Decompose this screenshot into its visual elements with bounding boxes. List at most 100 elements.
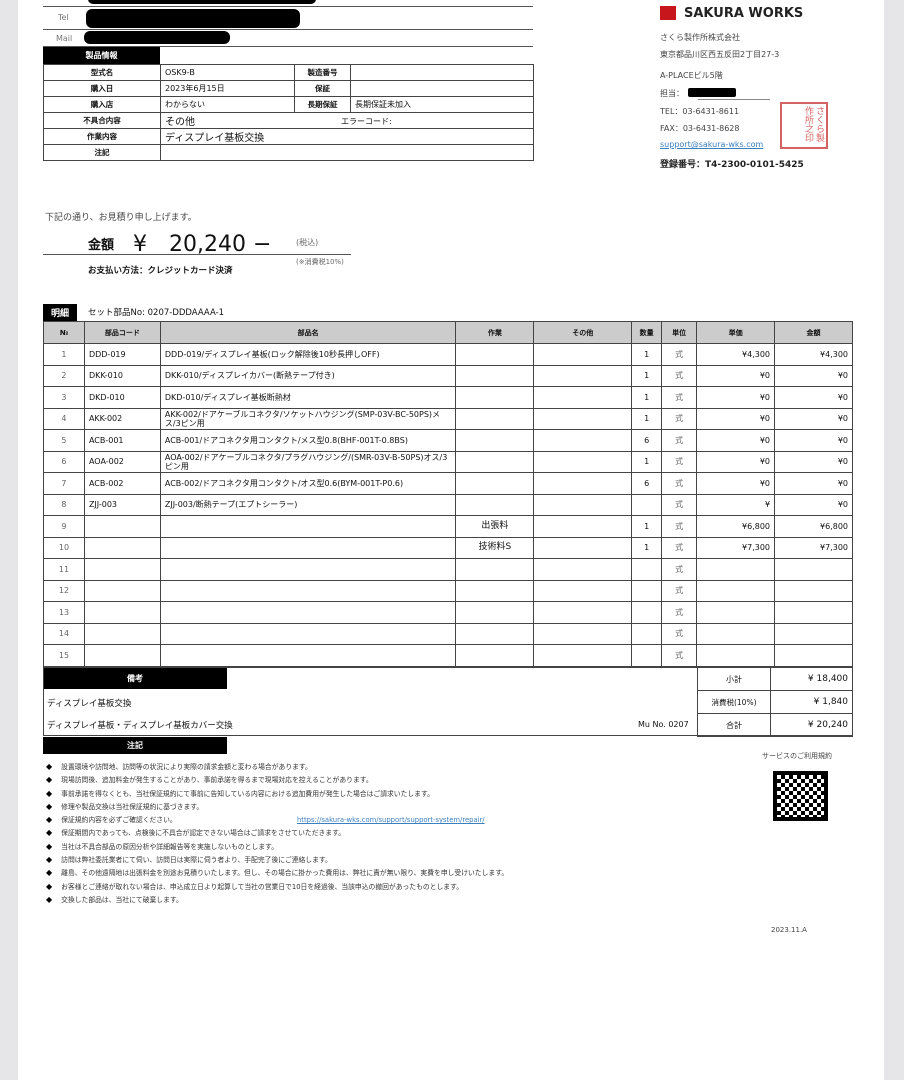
repair-support-link[interactable]: https://sakura-wks.com/support/support-s…	[297, 816, 485, 824]
terms-label: サービスのご利用規約	[762, 752, 832, 760]
company-fax: FAX：03-6431-8628	[660, 124, 740, 133]
remarks-line-2: ディスプレイ基板・ディスプレイ基板カバー交換	[47, 721, 233, 731]
table-cell: 式	[661, 407, 698, 430]
table-cell: 9	[43, 515, 85, 538]
sakura-logo-icon	[660, 6, 676, 20]
table-cell: 出張料	[455, 515, 535, 538]
table-cell	[455, 450, 535, 473]
purchase-date-label: 購入日	[43, 80, 161, 97]
details-header: 明細	[43, 304, 77, 321]
table-cell: 1	[631, 386, 663, 409]
purchase-date-value: 2023年6月15日	[160, 80, 295, 97]
table-cell: ¥6,800	[774, 515, 853, 538]
note-item: 事前承諾を得なくとも、当社保証規約にて事前に告知している内容における追加費用が発…	[46, 787, 508, 800]
table-cell	[774, 558, 853, 581]
company-name: さくら製作所株式会社	[660, 33, 740, 42]
table-cell	[533, 472, 633, 495]
product-info-header: 製品情報	[43, 47, 160, 64]
table-cell: AKK-002	[83, 407, 161, 430]
table-cell	[159, 558, 457, 581]
table-cell	[455, 472, 535, 495]
table-row: 6 AOA-002 AOA-002/ドアケーブルコネクタ/プラグハウジング/(SMR…	[43, 450, 853, 473]
company-logo: SAKURA WORKS	[684, 6, 804, 21]
table-cell	[455, 622, 535, 645]
table-cell: 10	[43, 536, 85, 559]
column-header: 数量	[631, 321, 663, 344]
table-cell	[83, 558, 161, 581]
subtotal-value: ¥ 18,400	[770, 667, 853, 691]
table-cell: 7	[43, 472, 85, 495]
ext-warranty-label: 長期保証	[294, 96, 351, 113]
table-cell	[774, 644, 853, 667]
model-label: 型式名	[43, 64, 161, 81]
table-cell: ¥0	[774, 407, 853, 430]
note-item: 現場訪問後、追加料金が発生することがあり、事前承諾を得るまで現場対応を控えること…	[46, 773, 508, 786]
table-cell	[631, 493, 663, 516]
note-value	[160, 144, 534, 161]
warranty-label: 保証	[294, 80, 351, 97]
total-value: ¥ 20,240	[770, 713, 853, 737]
column-header: 単位	[661, 321, 698, 344]
table-cell: DKK-010/ディスプレイカバー(断熱テープ付き)	[159, 364, 457, 387]
table-cell	[533, 579, 633, 602]
note-item: 修理や製品交換は当社保証規約に基づきます。	[46, 800, 508, 813]
table-cell: AKK-002/ドアケーブルコネクタ/ソケットハウジング(SMP-03V-BC-…	[159, 407, 457, 430]
table-cell: 式	[661, 515, 698, 538]
company-email-link[interactable]: support@sakura-wks.com	[660, 140, 764, 149]
column-header: その他	[533, 321, 633, 344]
table-cell: ACB-002	[83, 472, 161, 495]
table-cell	[533, 644, 633, 667]
table-cell: 式	[661, 343, 698, 366]
table-cell: 14	[43, 622, 85, 645]
company-tel: TEL：03-6431-8611	[660, 107, 740, 116]
table-row: 10 技術料S 1 式 ¥7,300 ¥7,300	[43, 536, 853, 559]
table-cell	[533, 343, 633, 366]
table-cell: 式	[661, 579, 698, 602]
table-cell	[533, 493, 633, 516]
table-cell: ¥0	[696, 429, 776, 452]
table-cell: 式	[661, 536, 698, 559]
table-row: 9 出張料 1 式 ¥6,800 ¥6,800	[43, 515, 853, 538]
table-cell: ACB-001	[83, 429, 161, 452]
table-row: 15 式	[43, 644, 853, 667]
table-cell	[696, 601, 776, 624]
table-row: 14 式	[43, 622, 853, 645]
redacted-tel	[86, 9, 300, 28]
company-seal-stamp: さくら製作所之印	[780, 102, 828, 149]
table-cell	[533, 429, 633, 452]
table-cell	[631, 579, 663, 602]
table-cell: 6	[43, 450, 85, 473]
table-cell	[83, 579, 161, 602]
table-cell: 3	[43, 386, 85, 409]
serial-value	[350, 64, 534, 81]
table-cell	[455, 493, 535, 516]
table-row: 7 ACB-002 ACB-002/ドアコネクタ用コンタクト/オス型0.6(BYM-…	[43, 472, 853, 495]
table-cell: ¥0	[774, 364, 853, 387]
table-cell: ¥	[696, 493, 776, 516]
remarks-line-1: ディスプレイ基板交換	[47, 699, 132, 709]
table-cell	[159, 536, 457, 559]
qr-code[interactable]	[773, 771, 828, 821]
amount-value: ¥ 20,240 −	[133, 232, 272, 257]
table-cell	[159, 622, 457, 645]
table-cell: ZJJ-003/断熱テープ(エプトシーラー)	[159, 493, 457, 516]
table-row: 8 ZJJ-003 ZJJ-003/断熱テープ(エプトシーラー) 式 ¥ ¥0	[43, 493, 853, 516]
table-cell	[455, 429, 535, 452]
tax-label: 消費税(10%)	[697, 690, 771, 714]
table-cell: ¥0	[696, 472, 776, 495]
table-cell	[455, 407, 535, 430]
tax-value: ¥ 1,840	[770, 690, 853, 714]
table-cell	[455, 644, 535, 667]
table-cell: 式	[661, 364, 698, 387]
totals-table: 小計 ¥ 18,400 消費税(10%) ¥ 1,840 合計 ¥ 20,240	[697, 667, 853, 737]
table-cell: DDD-019/ディスプレイ基板(ロック解除後10秒長押しOFF)	[159, 343, 457, 366]
table-cell: ¥0	[696, 450, 776, 473]
table-cell: 式	[661, 622, 698, 645]
note-item: 交換した部品は、当社にて破棄します。	[46, 893, 508, 906]
table-cell	[533, 450, 633, 473]
table-cell	[533, 558, 633, 581]
note-item: 当社は不具合部品の原因分析や詳細報告等を実施しないものとします。	[46, 840, 508, 853]
table-cell	[533, 386, 633, 409]
table-cell: ¥6,800	[696, 515, 776, 538]
defect-label: 不具合内容	[43, 112, 161, 129]
